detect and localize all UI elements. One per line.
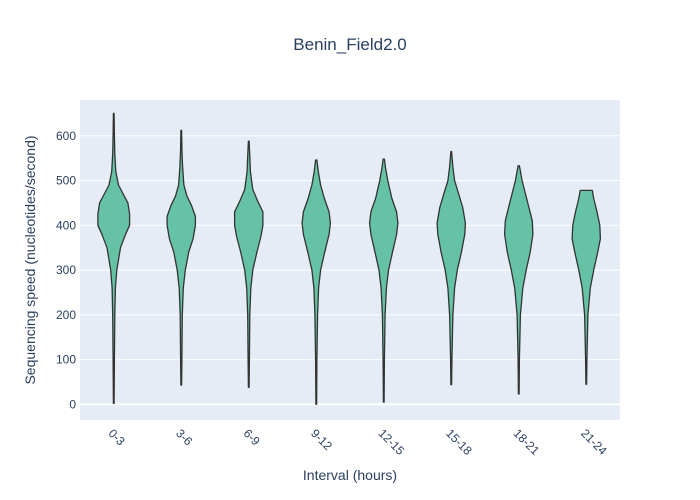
violin-15-18 bbox=[436, 150, 467, 386]
x-axis-title: Interval (hours) bbox=[303, 467, 397, 483]
y-tick-label: 400 bbox=[56, 218, 76, 232]
y-tick-label: 500 bbox=[56, 174, 76, 188]
plot-background bbox=[80, 100, 620, 420]
x-tick-label: 9-12 bbox=[308, 426, 335, 453]
chart-title: Benin_Field2.0 bbox=[293, 35, 406, 54]
violin-9-12 bbox=[301, 159, 332, 405]
violin-21-24 bbox=[571, 189, 602, 385]
y-axis-title: Sequencing speed (nucleotides/second) bbox=[22, 135, 38, 384]
y-tick-label: 0 bbox=[69, 397, 76, 411]
y-tick-label: 100 bbox=[56, 353, 76, 367]
violin-6-9 bbox=[233, 140, 264, 388]
x-tick-labels: 0-3 3-6 6-9 9-12 12-15 15-18 18-21 21-24 bbox=[106, 426, 610, 458]
violin-3-6 bbox=[166, 129, 197, 386]
x-tick-label: 12-15 bbox=[376, 426, 408, 458]
x-tick-label: 21-24 bbox=[578, 426, 610, 458]
y-tick-label: 200 bbox=[56, 308, 76, 322]
gridlines bbox=[80, 135, 620, 406]
violin-18-21 bbox=[503, 165, 534, 395]
x-tick-label: 0-3 bbox=[106, 426, 128, 448]
y-tick-labels: 0 100 200 300 400 500 600 bbox=[56, 129, 76, 412]
violin-12-15 bbox=[368, 158, 399, 403]
x-tick-label: 3-6 bbox=[173, 426, 195, 448]
y-tick-label: 600 bbox=[56, 129, 76, 143]
x-tick-label: 18-21 bbox=[511, 426, 543, 458]
violin-0-3 bbox=[97, 112, 131, 405]
y-tick-label: 300 bbox=[56, 263, 76, 277]
x-tick-label: 6-9 bbox=[241, 426, 263, 448]
x-tick-label: 15-18 bbox=[443, 426, 475, 458]
violins bbox=[97, 112, 602, 405]
